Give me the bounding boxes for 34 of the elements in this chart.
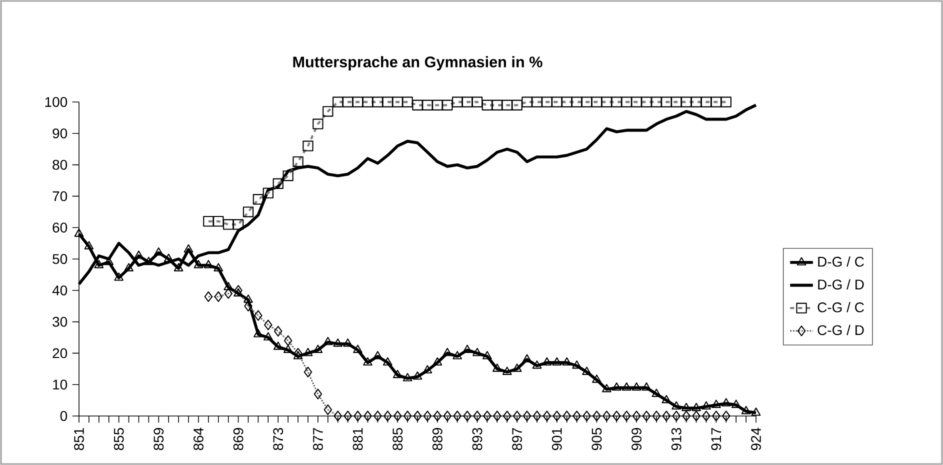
y-tick-label: 90 — [52, 128, 68, 138]
y-tick-label: 10 — [53, 380, 68, 390]
y-tick-label: 80 — [52, 160, 68, 170]
x-tick-label: 917 — [711, 428, 722, 450]
x-tick-label: 864 — [194, 428, 204, 450]
x-tick-label: 873 — [273, 428, 284, 450]
y-tick-label: 0 — [60, 411, 68, 421]
x-tick-label: 851 — [74, 428, 84, 450]
x-tick-label: 855 — [114, 428, 124, 450]
legend-label: C-G / C — [818, 302, 864, 312]
legend-label: C-G / D — [818, 324, 864, 336]
legend-label: D-G / D — [818, 279, 864, 290]
x-tick-label: 909 — [632, 428, 642, 450]
y-tick-label: 50 — [52, 254, 68, 264]
x-tick-label: 924 — [751, 428, 761, 450]
x-tick-label: 877 — [312, 428, 323, 450]
legend-label: D-G / C — [818, 256, 864, 267]
x-tick-label: 905 — [592, 428, 602, 450]
x-tick-label: 901 — [552, 428, 562, 450]
x-tick-label: 889 — [432, 428, 442, 450]
y-tick-label: 40 — [52, 285, 68, 296]
y-tick-label: 20 — [52, 348, 68, 358]
x-tick-label: 885 — [392, 428, 403, 450]
y-tick-label: 100 — [45, 97, 68, 107]
x-tick-label: 913 — [671, 428, 682, 450]
x-tick-label: 869 — [233, 428, 244, 450]
y-tick-label: 70 — [52, 191, 68, 202]
x-tick-label: 859 — [154, 428, 164, 450]
y-tick-label: 30 — [52, 316, 68, 327]
x-tick-label: 893 — [472, 428, 482, 450]
x-tick-label: 897 — [512, 428, 522, 450]
y-tick-label: 60 — [52, 222, 68, 233]
chart-title: Muttersprache an Gymnasien in % — [293, 56, 542, 70]
x-tick-label: 881 — [352, 428, 363, 450]
